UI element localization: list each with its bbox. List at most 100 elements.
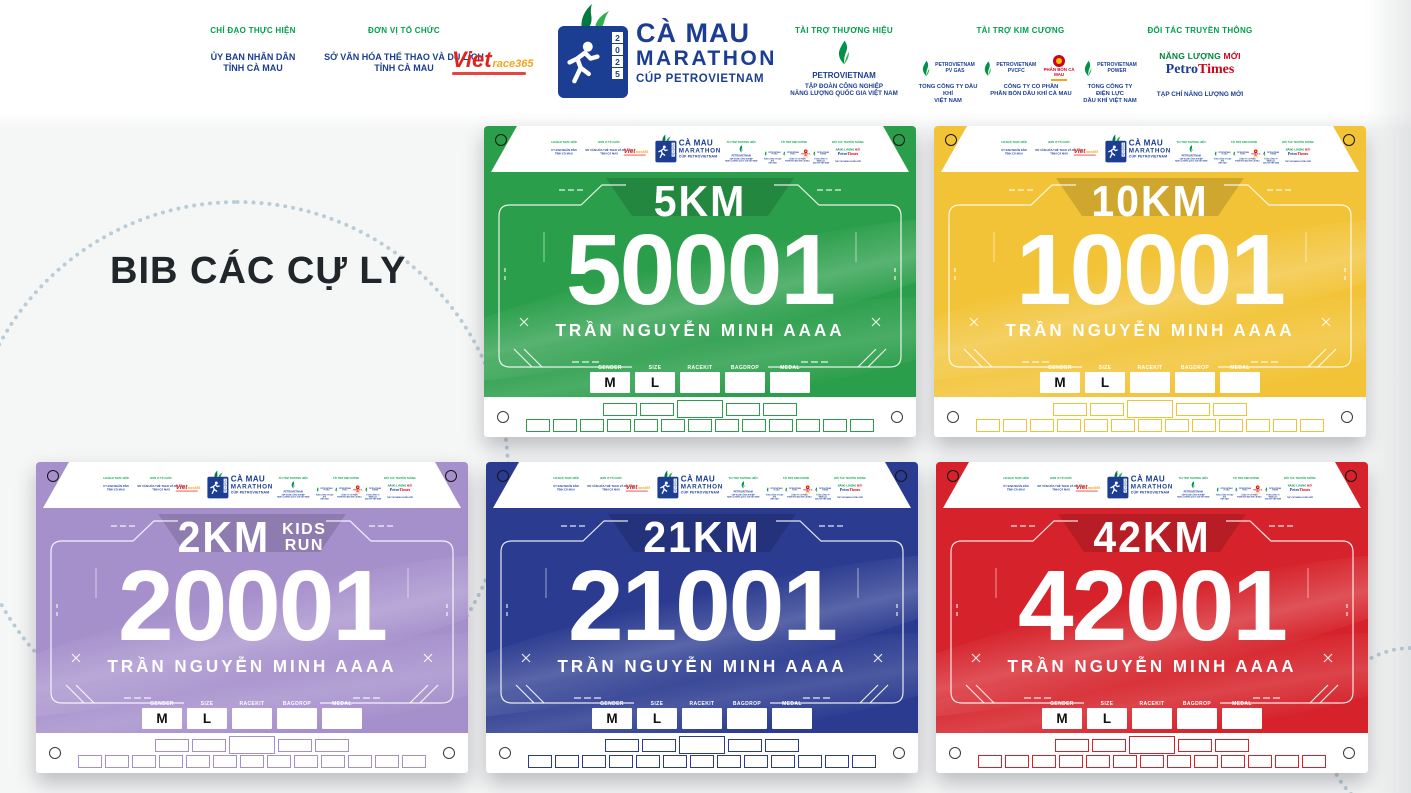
organizer-org-line2: TỈNH CÀ MAU	[374, 63, 434, 74]
racekit-value	[1132, 708, 1172, 729]
organizer-org-line2: TỈNH CÀ MAU	[1050, 151, 1069, 155]
tear-box	[1030, 419, 1054, 432]
direction-org-line2: TỈNH CÀ MAU	[556, 487, 575, 491]
media-partner-caption: TẠP CHÍ NĂNG LƯỢNG MỚI	[837, 496, 863, 499]
size-value: L	[637, 708, 677, 729]
media-partner-caption: TẠP CHÍ NĂNG LƯỢNG MỚI	[1285, 160, 1311, 163]
tear-box	[976, 419, 1000, 432]
badge-tagline-bar	[1051, 79, 1068, 81]
tear-box	[1248, 755, 1272, 768]
petrotimes-logo: PetroTimes	[1165, 61, 1235, 77]
slide-title-block: BIB CÁC CỰ LY	[110, 250, 406, 293]
logo-subtitle: MARATHON	[1130, 483, 1174, 490]
sponsor-header-inner: CHỈ ĐẠO THỰC HIỆN ỦY BAN NHÂN DÂN TỈNH C…	[490, 469, 913, 501]
tear-box	[582, 755, 606, 768]
sponsor-name: PETROVIETNAM	[996, 62, 1037, 68]
sponsor-org-line: TỔNG CÔNG TY DẦU KHÍ	[765, 494, 784, 499]
media-partner-block: ĐỐI TÁC TRUYỀN THÔNG NĂNG LƯỢNG MỚI Petr…	[382, 477, 418, 499]
tear-box	[661, 419, 685, 432]
media-partner-label: ĐỐI TÁC TRUYỀN THÔNG	[1147, 26, 1253, 35]
sponsor-header-inner: CHỈ ĐẠO THỰC HIỆN ỦY BAN NHÂN DÂN TỈNH C…	[488, 133, 911, 165]
organizer-label: ĐƠN VỊ TỔ CHỨC	[1048, 140, 1070, 144]
tear-box	[1140, 755, 1164, 768]
tear-box	[1127, 400, 1173, 418]
logo-year-digit: 5	[672, 153, 674, 157]
racekit-value	[682, 708, 722, 729]
phanbon-camau-text: PHÂN BÓN CÀ MAU	[353, 489, 363, 493]
sponsor-pvgas: PETROVIETNAM PV GAS TỔNG CÔNG TY DẦU KHÍ…	[917, 54, 979, 105]
petrovietnam-leaf-icon	[766, 487, 769, 492]
tear-box	[726, 402, 760, 416]
bib-sponsor-band: CHỈ ĐẠO THỰC HIỆN ỦY BAN NHÂN DÂN TỈNH C…	[486, 462, 918, 508]
sponsor-name: PVCFC	[792, 489, 798, 492]
logo-year: 2 0 2 5	[674, 479, 677, 493]
petrovietnam-leaf-icon	[813, 151, 816, 156]
logo-cup-line: CÚP PETROVIETNAM	[1130, 490, 1170, 495]
race-bib: CHỈ ĐẠO THỰC HIỆN ỦY BAN NHÂN DÂN TỈNH C…	[486, 462, 918, 773]
punch-hole	[947, 470, 959, 482]
sponsor-pvpower: PETROVIETNAM POWER TỔNG CÔNG TY ĐIỆN LỰC…	[1262, 149, 1279, 164]
media-partner-block: ĐỐI TÁC TRUYỀN THÔNG NĂNG LƯỢNG MỚI Petr…	[1282, 477, 1318, 499]
bib-mini-sponsor-strip: CHỈ ĐẠO THỰC HIỆN ỦY BAN NHÂN DÂN TỈNH C…	[936, 462, 1368, 508]
tear-box	[1055, 738, 1089, 752]
logo-cup-line: CÚP PETROVIETNAM	[636, 73, 765, 86]
tear-box	[763, 402, 797, 416]
petrovietnam-leaf-icon	[291, 481, 296, 489]
logo-square: 2 0 2 5	[657, 477, 678, 499]
petrotimes-logo: PetroTimes	[837, 151, 859, 156]
petrovietnam-wordmark: PETROVIETNAM	[1181, 154, 1201, 157]
nangluongmoi-logo: NĂNG LƯỢNG MỚI	[387, 484, 413, 488]
direction-org-line2: TỈNH CÀ MAU	[1004, 151, 1023, 155]
bib-distance: 5KM	[653, 176, 747, 226]
direction-block: CHỈ ĐẠO THỰC HIỆN ỦY BAN NHÂN DÂN TỈNH C…	[99, 477, 133, 492]
direction-org-line1: ỦY BAN NHÂN DÂN	[1001, 148, 1027, 152]
flame-icon	[1108, 134, 1122, 142]
organizer-block: ĐƠN VỊ TỔ CHỨC SỞ VĂN HÓA THỂ THAO VÀ DU…	[135, 477, 188, 492]
size-value: L	[635, 372, 675, 393]
logo-subtitle: MARATHON	[678, 147, 722, 154]
sponsor-name: PVCFC	[1240, 153, 1246, 156]
tear-box	[1032, 755, 1056, 768]
petrovietnam-leaf-icon	[923, 60, 930, 76]
brand-sponsor-block: TÀI TRỢ THƯƠNG HIỆU PETROVIETNAM TẬP ĐOÀ…	[276, 477, 310, 499]
punch-hole	[1345, 470, 1357, 482]
punch-hole	[893, 747, 905, 759]
racekit-cell: RACEKIT	[1130, 365, 1170, 393]
petrovietnam-leaf-icon	[984, 60, 991, 76]
phanbon-camau-badge: PHÂN BÓN CÀ MAU	[1252, 486, 1264, 494]
vietrace-365: race365	[187, 486, 201, 490]
phanbon-camau-text: PHÂN BÓN CÀ MAU	[803, 489, 813, 493]
tear-box	[1003, 419, 1027, 432]
tear-row-bottom	[934, 419, 1366, 432]
logo-cup-line: CÚP PETROVIETNAM	[678, 154, 718, 159]
sponsor-org-line: CÔNG TY CỔ PHẦN	[1239, 158, 1256, 160]
gender-value: M	[592, 708, 632, 729]
sponsor-name: PVCFC	[1242, 489, 1248, 492]
vietrace-logo: Viet race365	[452, 49, 544, 75]
tear-box	[528, 755, 552, 768]
camau-marathon-logo: 2 0 2 5 CÀ MAU MARATHON CÚP PETROVIETNAM	[207, 470, 270, 500]
brand-org-line1: TẬP ĐOÀN CÔNG NGHIỆP	[1179, 157, 1203, 160]
petrovietnam-leaf-icon	[741, 481, 746, 489]
petrovietnam-leaf-icon	[783, 151, 786, 156]
bib-distance: 2KM	[177, 512, 271, 562]
logo-year-digit: 0	[1122, 146, 1124, 150]
direction-org-line1: ỦY BAN NHÂN DÂN	[551, 148, 577, 152]
tear-box	[677, 400, 723, 418]
logo-year: 2 0 2 5	[612, 32, 623, 79]
punch-hole	[495, 134, 507, 146]
tear-row-top	[936, 736, 1368, 754]
bagdrop-cell: BAGDROP	[725, 365, 765, 393]
punch-hole	[891, 411, 903, 423]
sponsor-name: PETROVIETNAM	[768, 151, 781, 154]
sponsor-org-line: CÔNG TY CỔ PHẦN	[789, 158, 806, 160]
tear-box	[642, 738, 676, 752]
brand-org-line1: TẬP ĐOÀN CÔNG NGHIỆP	[729, 157, 753, 160]
organizer-org-line2: TỈNH CÀ MAU	[602, 487, 621, 491]
race-bib: CHỈ ĐẠO THỰC HIỆN ỦY BAN NHÂN DÂN TỈNH C…	[936, 462, 1368, 773]
organizer-org-line1: SỞ VĂN HÓA THỂ THAO VÀ DU LỊCH	[585, 148, 634, 152]
sponsor-name: PETROVIETNAM	[1220, 487, 1233, 490]
phanbon-camau-badge: PHÂN BÓN CÀ MAU	[1250, 150, 1262, 158]
sponsor-pvcfc: PETROVIETNAM PVCFC PHÂN BÓN CÀ MAU CÔNG …	[1233, 149, 1262, 162]
